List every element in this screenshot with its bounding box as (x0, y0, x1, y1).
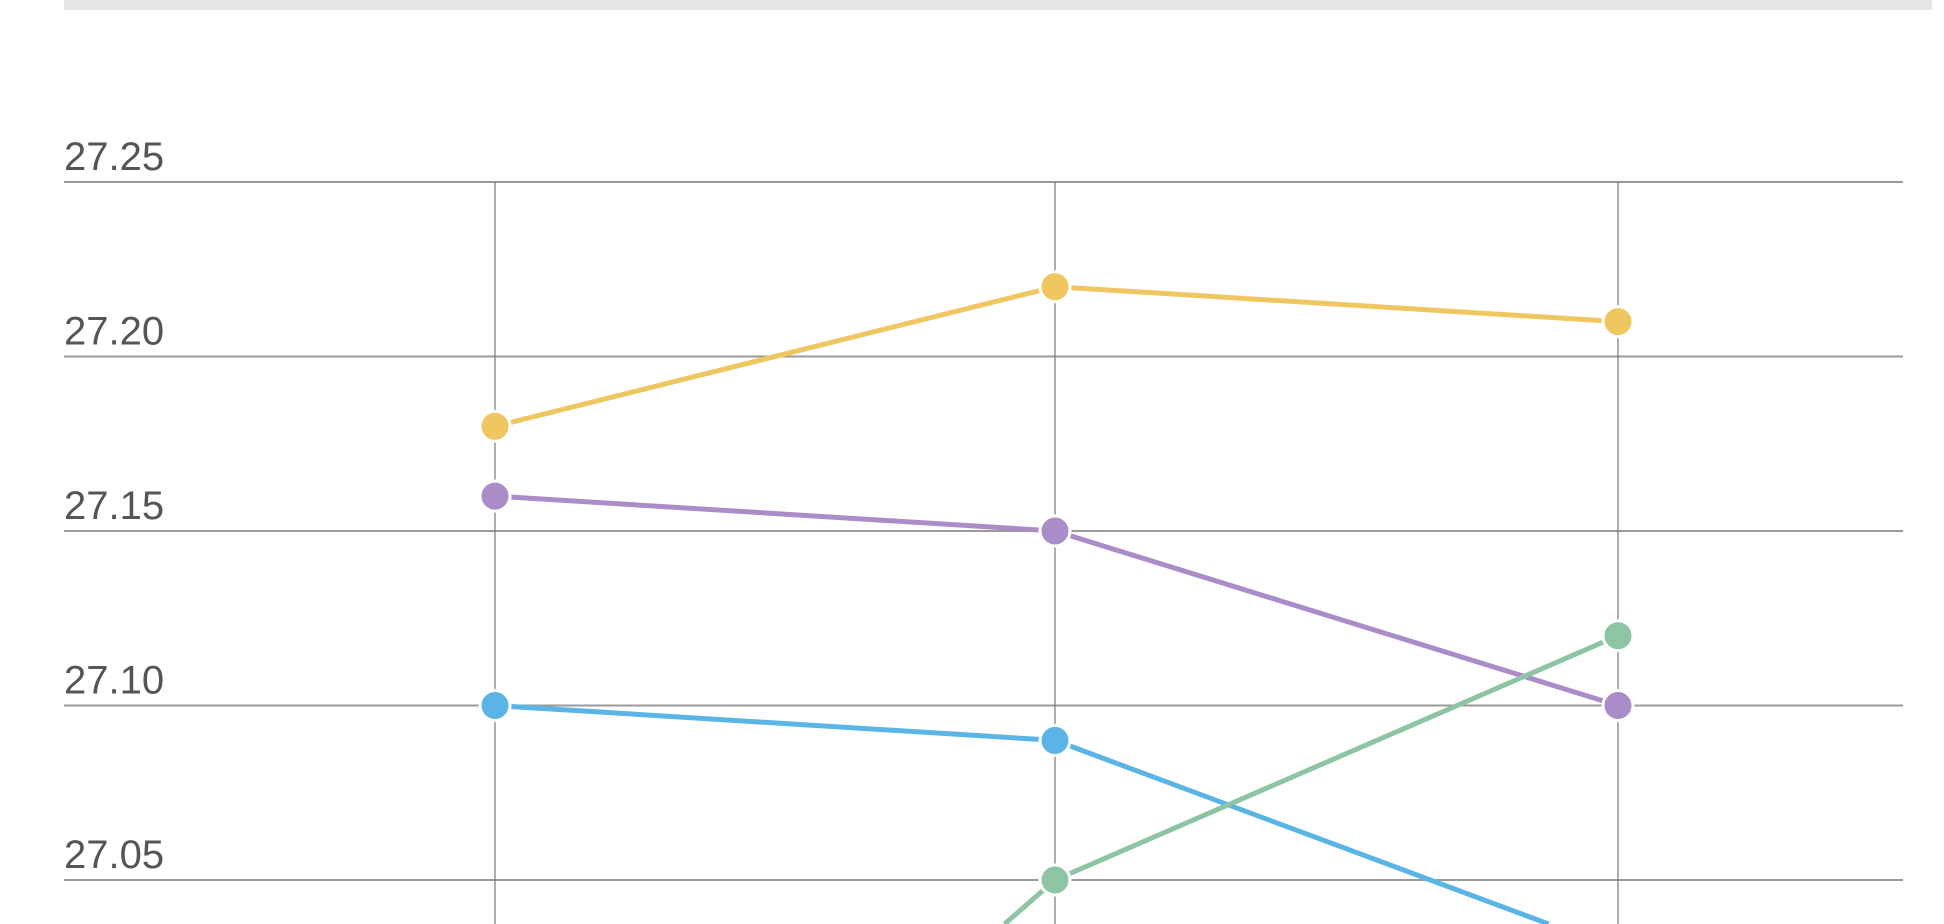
series-line-1 (494, 493, 1056, 534)
data-point (478, 409, 512, 443)
y-tick-label: 27.05 (64, 833, 164, 877)
top-scroll-bar (64, 0, 1932, 10)
data-point (1601, 305, 1635, 339)
y-tick-label: 27.15 (64, 484, 164, 528)
data-point (1038, 270, 1072, 304)
data-point (478, 479, 512, 513)
data-point (1038, 723, 1072, 757)
series-line-2 (1054, 738, 1550, 924)
y-tick-label: 27.20 (64, 310, 164, 354)
data-point (1038, 863, 1072, 897)
data-point (1601, 619, 1635, 653)
data-point (478, 689, 512, 722)
series-line-3 (1054, 633, 1619, 883)
series-line-0 (494, 284, 1056, 429)
data-point (1601, 689, 1635, 722)
y-tick-label: 27.10 (64, 659, 164, 703)
series-line-2 (494, 703, 1056, 743)
y-tick-label: 27.25 (64, 135, 164, 179)
series-line-1 (1054, 528, 1619, 708)
series-line-0 (1054, 284, 1619, 325)
data-point (1038, 514, 1072, 548)
